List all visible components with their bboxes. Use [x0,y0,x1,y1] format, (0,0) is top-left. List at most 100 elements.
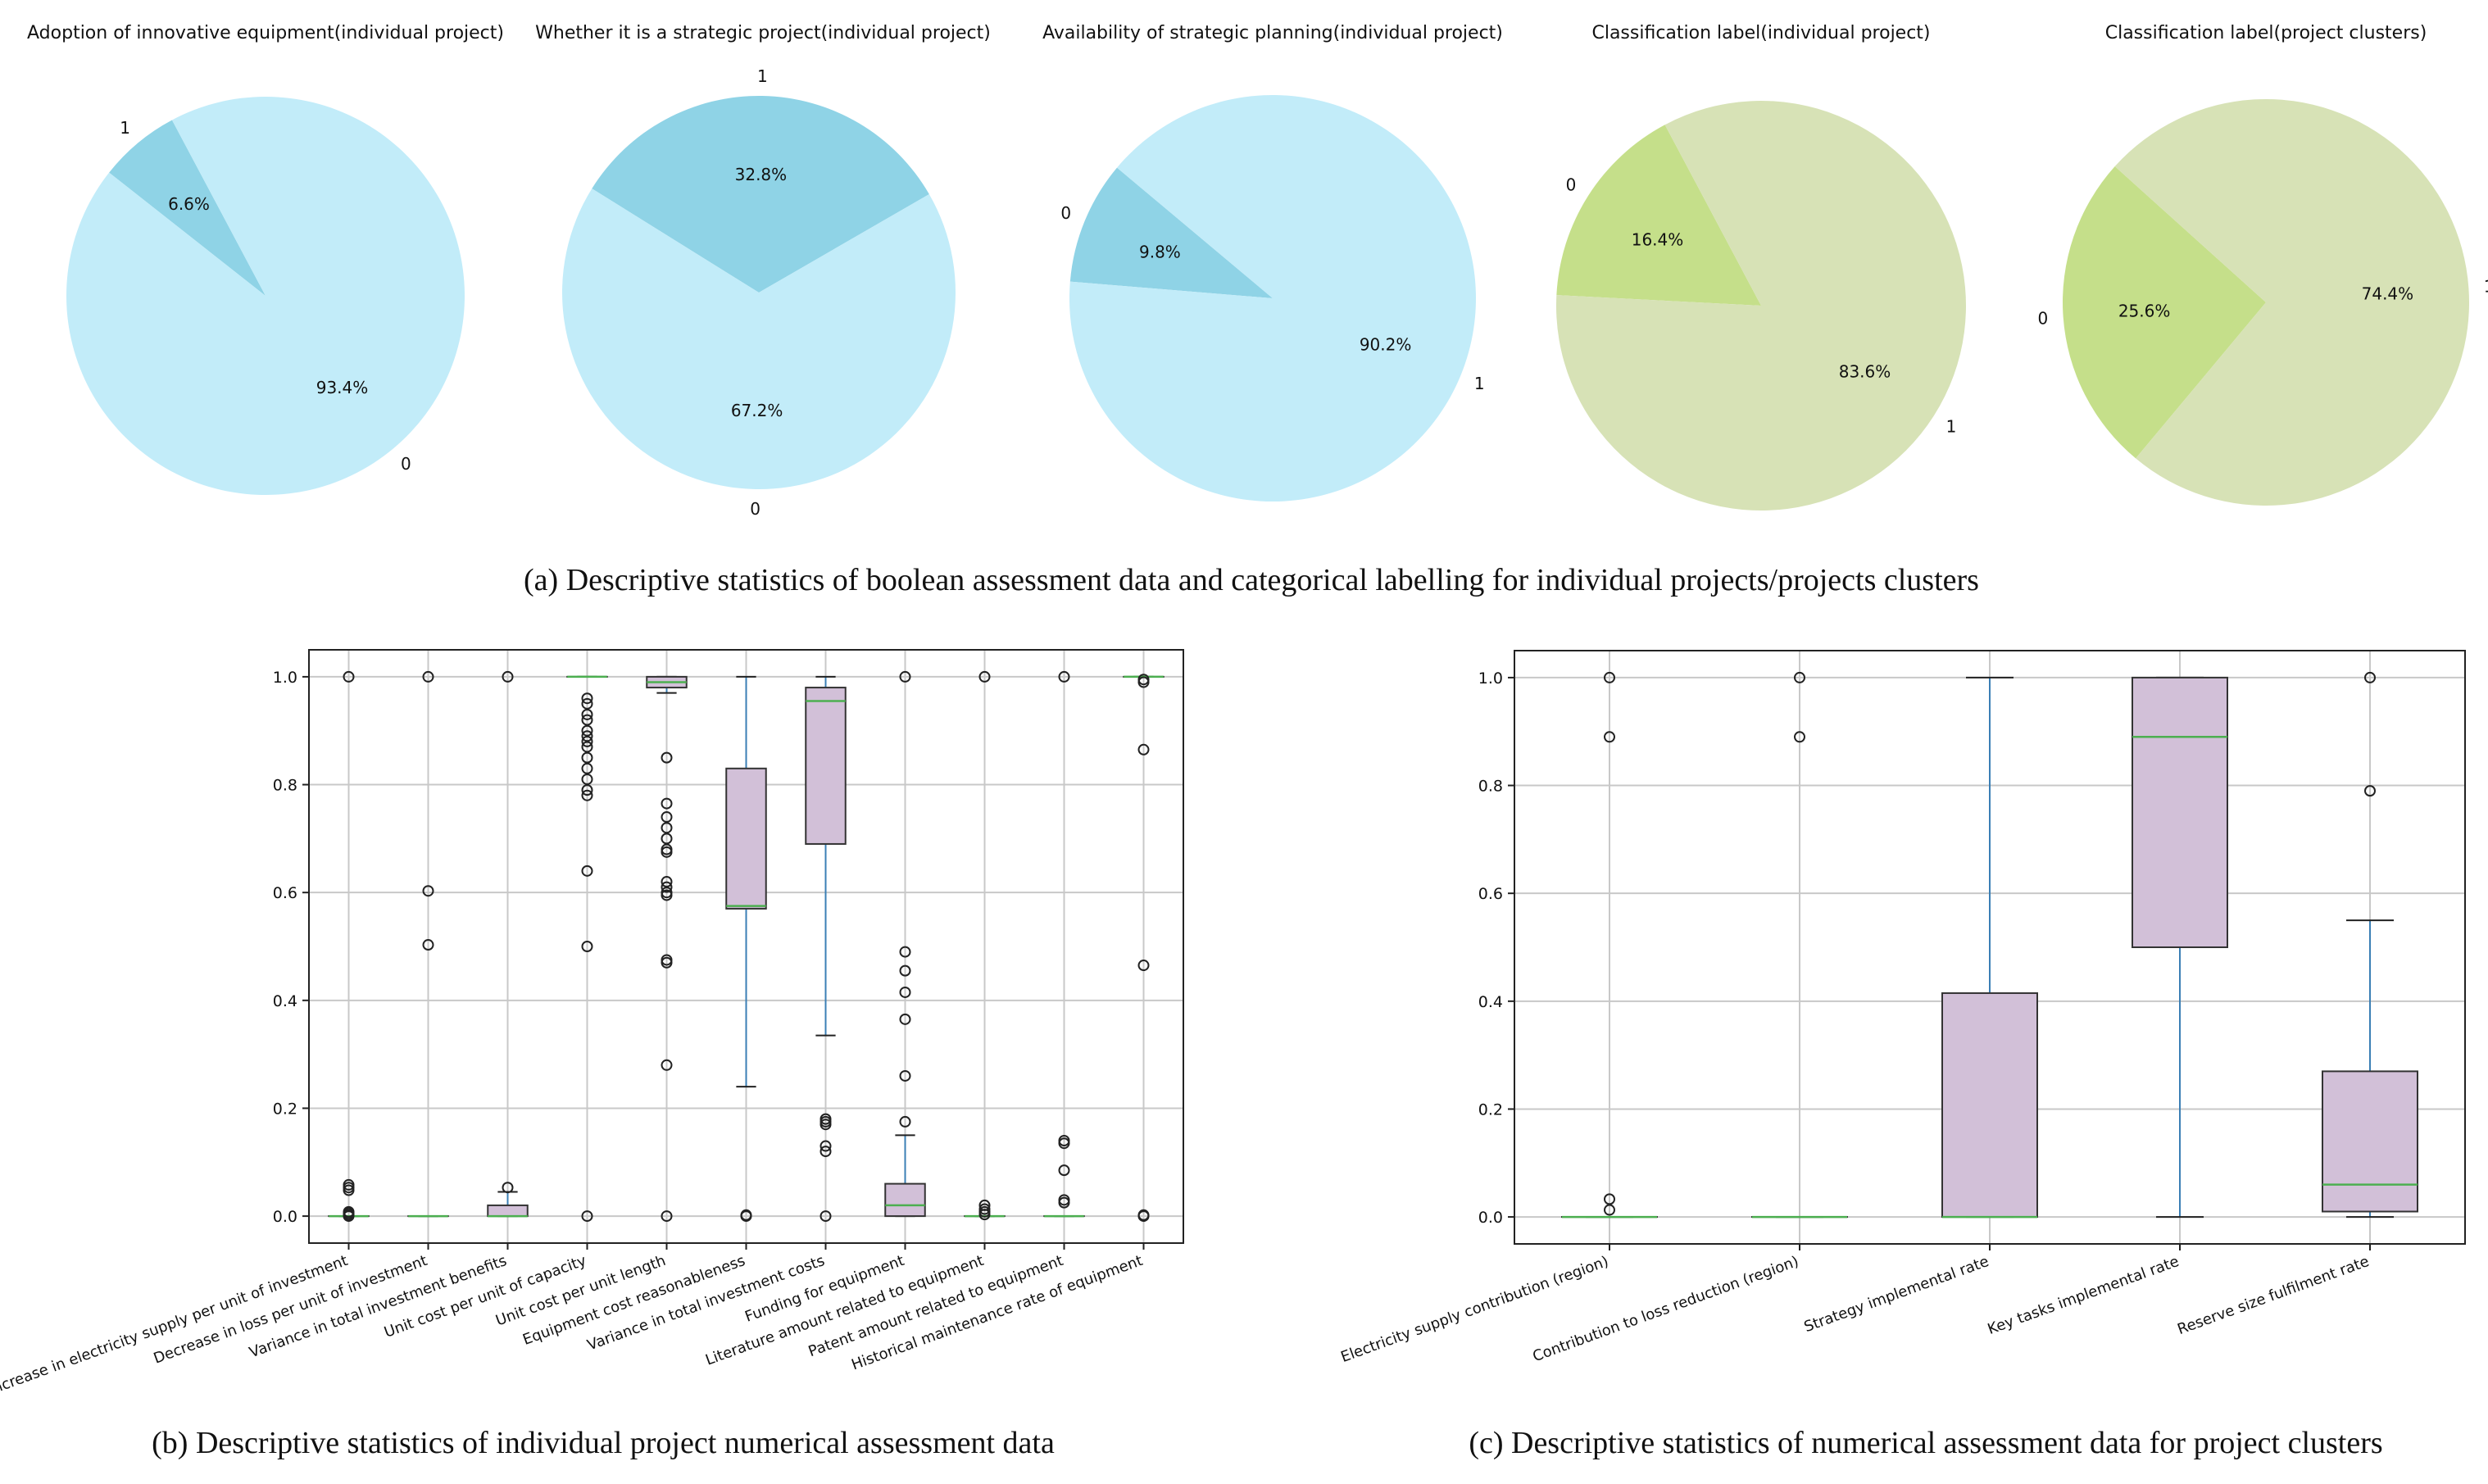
outlier-point [581,1210,593,1223]
box-historical-maintenance-rate-of-equipment [1123,674,1165,1223]
outlier-point [422,885,434,897]
box-iqr [2322,1070,2418,1213]
box-literature-amount-related-to-equipment [964,670,1006,1221]
outlier-point [581,735,593,747]
pie-pct-label: 9.8% [1139,242,1181,261]
outlier-point [422,670,434,683]
outlier-point [581,751,593,764]
outlier-point [661,881,673,893]
outlier-point [1137,743,1150,756]
outlier-point [661,954,673,966]
outlier-point [978,1203,991,1215]
box-iqr [2132,676,2228,949]
pie-slice-0 [66,96,465,495]
box-iqr [487,1204,529,1218]
outlier-point [581,724,593,737]
outlier-point [581,730,593,742]
outlier-point [1604,671,1615,683]
pie-slice-label: 1 [1474,374,1485,393]
outlier-point [2364,671,2376,683]
x-tick-label: Reserve size fulfilment rate [2175,1253,2371,1338]
y-tick-label: 0.6 [1478,885,1503,903]
pie-slice-label: 0 [1566,175,1577,194]
y-tick-label: 0.6 [273,884,297,902]
outlier-point [661,1059,673,1071]
outlier-point [581,773,593,785]
x-tick-label: Key tasks implemental rate [1986,1253,2182,1338]
outlier-point [661,887,673,899]
box-iqr [725,767,767,910]
y-tick-label: 0.2 [1478,1101,1503,1119]
box-unit-cost-per-unit-of-capacity [566,675,608,1223]
outlier-point [343,1178,355,1191]
pie-slice-0 [562,188,956,489]
outlier-point [661,811,673,824]
caption-c: (c) Descriptive statistics of numerical … [1469,1426,2382,1460]
y-tick-label: 0.4 [273,992,297,1010]
box-variance-in-total-investment-benefits [487,670,529,1218]
outlier-point [1604,1193,1615,1205]
box-iqr [884,1182,926,1218]
box-strategy-implemental-rate [1941,676,2038,1219]
y-tick-label: 1.0 [273,669,297,687]
pie-chart-3: Availability of strategic planning(indiv… [1042,23,1503,502]
outlier-point [1794,731,1805,743]
pie-slice-label: 1 [757,66,768,86]
pie-pct-label: 25.6% [2118,302,2171,321]
pie-title: Adoption of innovative equipment(individ… [27,23,504,43]
outlier-point [581,762,593,774]
outlier-point [343,1205,355,1218]
pie-slice-1 [1069,95,1476,502]
outlier-point [661,822,673,834]
pie-pct-label: 67.2% [731,401,783,420]
outlier-point [899,1069,911,1082]
outlier-point [978,670,991,683]
pie-chart-1: Adoption of innovative equipment(individ… [27,23,504,495]
y-tick-label: 1.0 [1478,669,1503,688]
outlier-point [581,865,593,877]
box-iqr [805,687,847,845]
outlier-point [899,1013,911,1025]
pie-slice-1 [1555,100,1966,511]
pie-pct-label: 32.8% [735,165,788,184]
outlier-point [581,941,593,952]
pie-slice-0 [1556,125,1761,306]
y-tick-label: 0.8 [1478,778,1503,796]
pie-title: Classification label(project clusters) [2105,23,2427,43]
outlier-point [899,986,911,998]
outlier-point [581,697,593,710]
box-reserve-size-fulfilment-rate [2322,671,2418,1219]
y-tick-label: 0.4 [1478,993,1503,1011]
pie-pct-label: 83.6% [1839,362,1891,382]
outlier-point [502,670,514,683]
outlier-point [661,751,673,764]
pie-slice-0 [2063,166,2266,459]
pie-slice-1 [2114,98,2470,506]
pie-title: Whether it is a strategic project(indivi… [535,23,991,43]
outlier-point [661,797,673,810]
outlier-point [978,1199,991,1211]
pie-title: Classification label(individual project) [1591,23,1930,43]
pie-slice-label: 0 [401,454,411,474]
outlier-point [819,1210,832,1223]
pie-chart-4: Classification label(individual project)… [1555,23,1966,511]
outlier-point [819,1140,832,1152]
box-unit-cost-per-unit-length [646,675,688,1223]
y-tick-label: 0.0 [273,1208,297,1226]
pie-chart-2: Whether it is a strategic project(indivi… [535,23,991,519]
outlier-point [661,876,673,888]
pie-slice-label: 1 [2484,277,2488,297]
outlier-point [819,1146,832,1158]
box-equipment-cost-reasonableness [725,675,767,1223]
outlier-point [581,741,593,753]
pie-slice-label: 1 [120,118,130,138]
outlier-point [502,1182,514,1194]
pie-slice-label: 0 [2038,308,2049,328]
pie-slice-1 [592,95,929,293]
outlier-point [581,784,593,796]
box-increase-in-electricity-supply-per-unit-of-investment [328,670,370,1223]
pie-slice-label: 1 [1946,417,1957,437]
box-decrease-in-loss-per-unit-of-investment [407,670,449,1218]
outlier-point [899,946,911,958]
